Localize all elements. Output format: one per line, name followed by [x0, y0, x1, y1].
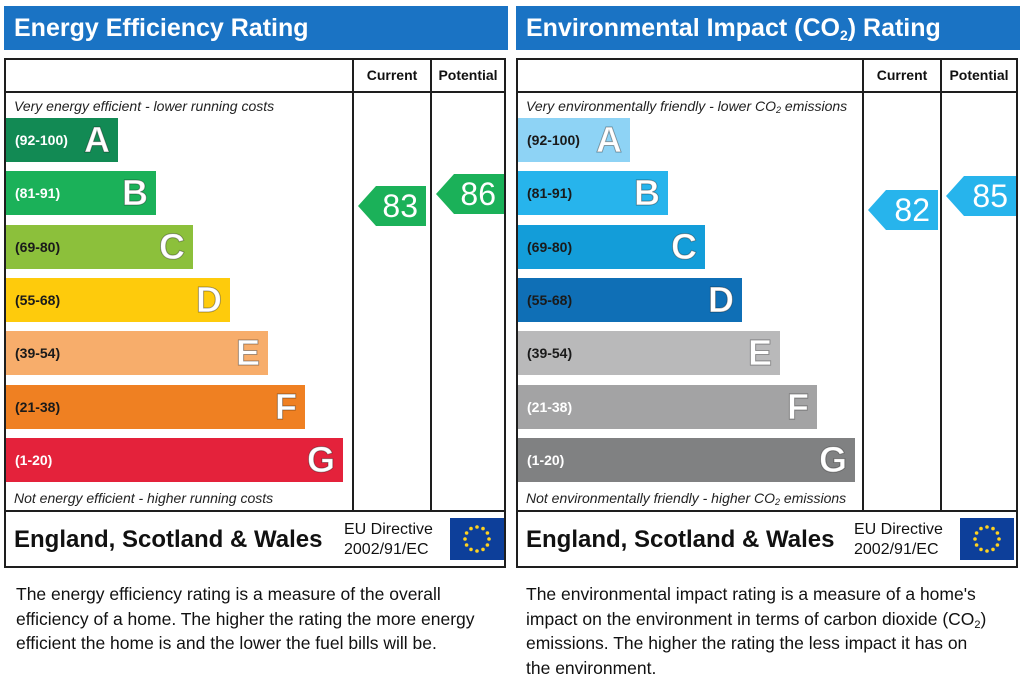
current-column-header: Current	[876, 67, 928, 83]
band-range: (1-20)	[527, 451, 565, 468]
band-letter: G	[306, 438, 335, 480]
band-range: (39-54)	[527, 345, 573, 362]
band-letter: B	[122, 172, 149, 214]
band-range: (81-91)	[15, 185, 61, 202]
divider	[6, 510, 504, 512]
environmental-impact-panel: Environmental Impact (CO2) Rating Curren…	[516, 0, 1020, 683]
rating-band-f: (21-38) F	[518, 384, 817, 429]
top-note: Very environmentally friendly - lower CO…	[526, 98, 848, 115]
band-letter: F	[275, 385, 298, 427]
rating-band-b: (81-91) B	[6, 171, 156, 216]
current-column-header: Current	[366, 67, 418, 83]
divider	[430, 60, 432, 512]
environment-title: Environmental Impact (CO2) Rating	[516, 6, 1020, 50]
rating-band-e: (39-54) E	[518, 331, 780, 376]
band-letter: F	[787, 385, 810, 427]
directive-line-1: EU Directive	[854, 521, 943, 538]
divider	[940, 60, 942, 512]
energy-chart-frame: Current Potential Very energy efficient …	[4, 58, 506, 568]
bottom-note: Not environmentally friendly - higher CO…	[526, 490, 847, 507]
band-letter: C	[159, 225, 186, 267]
energy-description: The energy efficiency rating is a measur…	[16, 584, 475, 653]
rating-band-d: (55-68) D	[518, 277, 742, 322]
potential-rating-arrow: 86	[436, 174, 504, 214]
band-letter: G	[818, 438, 847, 480]
directive-line-1: EU Directive	[344, 521, 433, 538]
rating-band-d: (55-68) D	[6, 277, 230, 322]
band-range: (1-20)	[15, 451, 53, 468]
band-range: (21-38)	[527, 398, 573, 415]
rating-band-f: (21-38) F	[6, 384, 305, 429]
eu-directive: EU Directive 2002/91/EC	[854, 520, 943, 560]
rating-band-g: (1-20) G	[6, 437, 343, 482]
band-range: (69-80)	[527, 238, 573, 255]
eu-flag-icon	[450, 518, 504, 560]
environment-chart-frame: Current Potential Very environmentally f…	[516, 58, 1018, 568]
rating-band-c: (69-80) C	[518, 224, 705, 269]
directive-line-2: 2002/91/EC	[854, 541, 939, 558]
band-range: (55-68)	[15, 291, 61, 308]
top-note: Very energy efficient - lower running co…	[14, 98, 275, 114]
band-range: (21-38)	[15, 398, 61, 415]
energy-title: Energy Efficiency Rating	[4, 6, 508, 50]
band-range: (55-68)	[527, 291, 573, 308]
band-letter: D	[196, 278, 223, 320]
band-letter: A	[596, 119, 623, 161]
potential-column-header: Potential	[438, 67, 498, 83]
rating-band-a: (92-100) A	[518, 118, 630, 162]
divider	[6, 91, 504, 93]
band-letter: D	[708, 278, 735, 320]
rating-band-b: (81-91) B	[518, 171, 668, 216]
band-letter: B	[634, 172, 661, 214]
band-letter: E	[235, 332, 260, 374]
environment-description: The environmental impact rating is a mea…	[526, 584, 987, 678]
potential-rating-arrow: 85	[946, 176, 1016, 216]
band-range: (92-100)	[527, 132, 580, 148]
band-range: (69-80)	[15, 238, 61, 255]
divider	[518, 91, 1016, 93]
rating-band-g: (1-20) G	[518, 437, 855, 482]
energy-efficiency-panel: Energy Efficiency Rating Current Potenti…	[4, 0, 508, 683]
divider	[862, 60, 864, 512]
divider	[352, 60, 354, 512]
region-label: England, Scotland & Wales	[14, 526, 323, 553]
rating-band-e: (39-54) E	[6, 331, 268, 376]
current-rating-arrow: 83	[358, 186, 426, 226]
band-range: (92-100)	[15, 132, 68, 148]
band-letter: C	[671, 225, 698, 267]
band-range: (81-91)	[527, 185, 573, 202]
band-range: (39-54)	[15, 345, 61, 362]
band-letter: E	[747, 332, 772, 374]
eu-flag-icon	[960, 518, 1014, 560]
band-letter: A	[84, 119, 111, 161]
bottom-note: Not energy efficient - higher running co…	[14, 490, 274, 506]
divider	[518, 510, 1016, 512]
current-rating-arrow: 82	[868, 190, 938, 230]
directive-line-2: 2002/91/EC	[344, 541, 429, 558]
region-label: England, Scotland & Wales	[526, 526, 835, 553]
potential-column-header: Potential	[949, 67, 1009, 83]
rating-band-c: (69-80) C	[6, 224, 193, 269]
eu-directive: EU Directive 2002/91/EC	[344, 520, 433, 560]
rating-band-a: (92-100) A	[6, 118, 118, 162]
